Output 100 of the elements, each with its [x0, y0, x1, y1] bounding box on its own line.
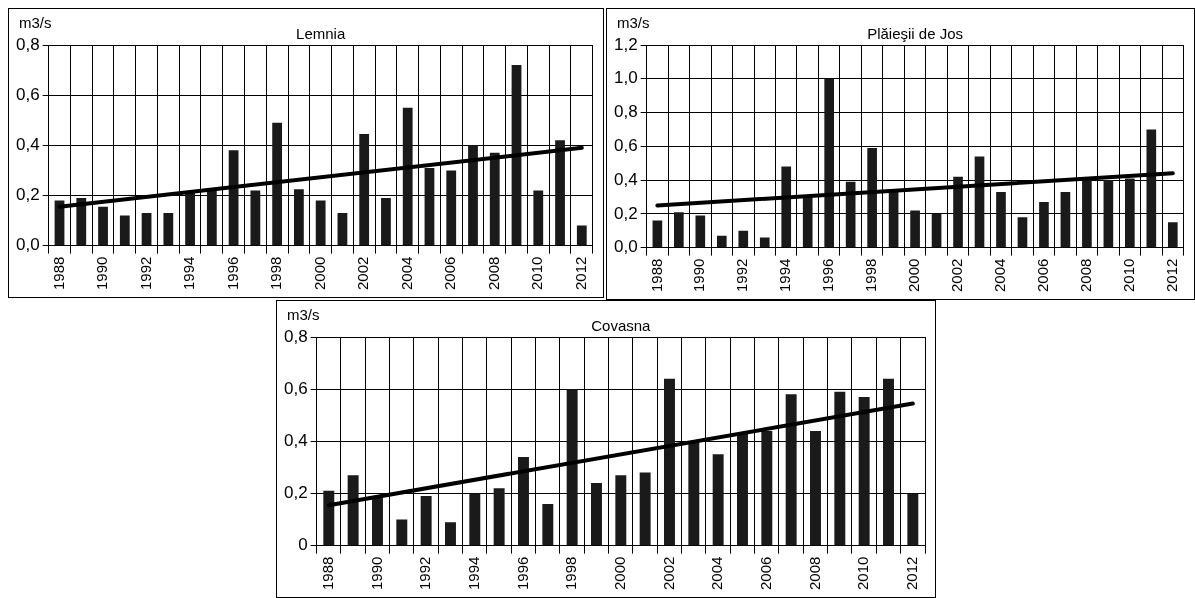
- x-tick-label: 1988: [318, 556, 336, 591]
- bar: [420, 496, 432, 546]
- bar: [141, 213, 152, 246]
- x-tick-label: 2000: [905, 258, 923, 293]
- y-tick-label: 0,2: [613, 203, 638, 223]
- x-tick-label: 1994: [776, 258, 794, 293]
- bar: [468, 145, 478, 246]
- bar: [315, 200, 326, 246]
- bar: [469, 493, 481, 546]
- bar: [858, 396, 870, 546]
- bar: [953, 176, 963, 248]
- x-tick-label: 1992: [733, 258, 751, 293]
- bar: [674, 212, 684, 248]
- bar: [1146, 129, 1157, 248]
- x-tick-label: 2004: [397, 256, 415, 291]
- y-tick-label: 0,0: [15, 235, 40, 255]
- x-tick-label: 2002: [659, 556, 677, 591]
- x-tick-label: 1998: [862, 258, 880, 293]
- x-tick-label: 1990: [367, 556, 385, 591]
- y-tick-label: 0,4: [15, 135, 40, 154]
- bar: [337, 213, 348, 246]
- bar: [228, 150, 239, 246]
- bar: [359, 134, 370, 246]
- y-tick-label: 0,8: [613, 102, 638, 122]
- y-tick-label: 0,2: [15, 185, 40, 205]
- bar: [163, 213, 174, 246]
- x-tick-label: 2004: [708, 556, 726, 591]
- x-tick-label: 2008: [1077, 258, 1095, 293]
- bar: [555, 140, 565, 246]
- x-tick-label: 2006: [441, 256, 459, 291]
- x-tick-label: 1996: [223, 256, 241, 291]
- x-tick-label: 1998: [562, 556, 580, 591]
- y-tick-label: 0,8: [283, 326, 308, 346]
- bar: [712, 454, 724, 546]
- x-tick-label: 1996: [819, 258, 837, 293]
- y-tick-label: 0: [298, 535, 308, 555]
- bar: [1039, 202, 1049, 248]
- x-tick-label: 2004: [991, 258, 1009, 293]
- bar: [738, 230, 749, 248]
- bar: [883, 378, 894, 546]
- bar: [533, 190, 544, 246]
- bar: [781, 166, 792, 248]
- bar: [888, 191, 899, 248]
- bar: [810, 430, 821, 546]
- bar: [615, 475, 627, 546]
- y-tick-label: 1,0: [613, 68, 638, 88]
- bar: [1103, 180, 1114, 248]
- chart-title: Plăieşii de Jos: [867, 24, 964, 42]
- x-tick-label: 2008: [484, 256, 502, 291]
- bar: [511, 65, 522, 246]
- y-tick-label: 0,4: [283, 431, 308, 450]
- x-tick-label: 1992: [136, 256, 154, 291]
- x-tick-label: 2010: [528, 256, 546, 291]
- bar: [576, 225, 587, 246]
- bar: [119, 215, 130, 246]
- bar: [185, 192, 195, 246]
- y-tick-label: 0,8: [15, 34, 40, 54]
- y-axis-title: m3/s: [19, 13, 52, 31]
- bar: [493, 488, 505, 546]
- bar: [931, 213, 942, 248]
- x-tick-label: 1988: [647, 258, 665, 293]
- y-tick-label: 0,6: [15, 84, 40, 104]
- bar: [1060, 191, 1071, 248]
- x-tick-label: 2012: [571, 256, 589, 291]
- bar: [542, 503, 554, 546]
- x-tick-label: 2002: [948, 258, 966, 293]
- bar: [445, 522, 456, 546]
- x-tick-label: 2010: [854, 556, 872, 591]
- bar: [802, 196, 813, 248]
- bar: [272, 122, 283, 246]
- x-tick-label: 2000: [610, 556, 628, 591]
- bar: [1167, 222, 1178, 248]
- x-tick-label: 1994: [180, 256, 198, 291]
- x-tick-label: 1998: [267, 256, 285, 291]
- x-tick-label: 2006: [756, 556, 774, 591]
- y-tick-label: 1,2: [613, 34, 638, 54]
- bar: [737, 433, 748, 546]
- bar: [639, 472, 651, 546]
- bar: [910, 210, 920, 248]
- bar: [446, 170, 457, 246]
- bar: [424, 167, 435, 246]
- y-tick-label: 0,6: [613, 136, 638, 155]
- bar: [206, 190, 217, 246]
- x-tick-label: 1992: [416, 556, 434, 591]
- bar: [294, 189, 304, 246]
- bar: [664, 378, 675, 546]
- x-tick-label: 1996: [513, 556, 531, 591]
- bar: [396, 519, 408, 546]
- y-tick-label: 0,0: [613, 237, 638, 257]
- y-tick-label: 0,2: [283, 483, 308, 503]
- bar: [402, 107, 413, 246]
- x-tick-label: 2006: [1034, 258, 1052, 293]
- bar: [323, 490, 335, 546]
- bar: [761, 430, 773, 546]
- y-axis-title: m3/s: [617, 13, 650, 31]
- bar: [98, 206, 108, 246]
- bar: [695, 215, 706, 248]
- x-tick-label: 1990: [690, 258, 708, 293]
- bar: [1082, 180, 1092, 248]
- y-tick-label: 0,6: [283, 378, 308, 398]
